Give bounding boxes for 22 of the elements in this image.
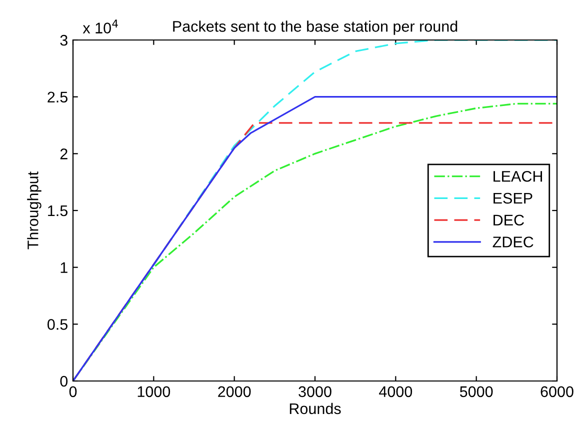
x-tick-label: 6000 (540, 386, 574, 398)
legend-label: LEACH (494, 170, 542, 182)
y-tick-label: 1 (60, 262, 68, 273)
x-tick-label: 4000 (379, 386, 412, 398)
x-tick-label: 5000 (460, 386, 493, 398)
y-tick-label: 2 (60, 148, 68, 160)
x-tick-label: 2000 (218, 386, 251, 398)
y-tick-label: 2.5 (48, 92, 68, 103)
legend-label: ZDEC (492, 236, 534, 248)
legend-label: DEC (494, 214, 524, 226)
legend-label: ESEP (494, 192, 532, 204)
chart-title: Packets sent to the base station per round (173, 20, 458, 35)
x-tick-label: 3000 (298, 386, 332, 398)
y-axis-title: Throughput (27, 172, 42, 250)
x-axis-title: Rounds (290, 402, 341, 414)
y-tick-label: 0 (60, 376, 68, 387)
text: x 10$^{4}$ (82, 20, 118, 34)
y-tick-label: 0.5 (48, 319, 68, 330)
x-tick-label: 1000 (138, 386, 170, 398)
x-tick-label: 0 (69, 386, 77, 398)
y-tick-label: 1.5 (48, 206, 68, 216)
y-tick-label: 3 (60, 34, 68, 46)
